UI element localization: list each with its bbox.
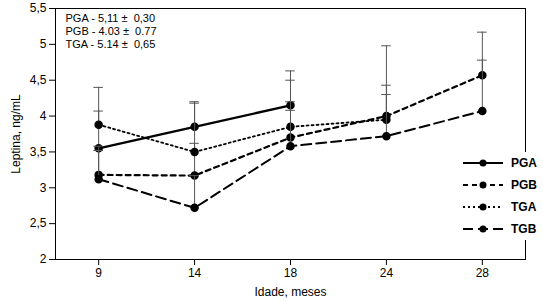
svg-text:Idade, meses: Idade, meses <box>254 285 326 299</box>
svg-text:5: 5 <box>40 37 47 51</box>
svg-text:PGA - 5,11 ± 0,30: PGA - 5,11 ± 0,30 <box>66 12 156 24</box>
html-text:TGA: TGA <box>511 200 537 214</box>
svg-text:4,5: 4,5 <box>30 73 47 87</box>
html-text:TGB: TGB <box>511 222 537 236</box>
svg-text:28: 28 <box>476 266 490 280</box>
svg-text:14: 14 <box>188 266 202 280</box>
svg-text:5,5: 5,5 <box>30 1 47 15</box>
svg-text:3: 3 <box>40 181 47 195</box>
svg-text:9: 9 <box>95 266 102 280</box>
svg-text:3,5: 3,5 <box>30 145 47 159</box>
html-text:PGB: PGB <box>511 178 537 192</box>
svg-text:2: 2 <box>40 252 47 266</box>
svg-text:PGB - 4.03 ± 0.77: PGB - 4.03 ± 0.77 <box>66 25 157 37</box>
svg-text:24: 24 <box>380 266 394 280</box>
svg-text:Leptina, ng/mL: Leptina, ng/mL <box>9 94 23 174</box>
svg-text:18: 18 <box>284 266 298 280</box>
svg-text:2,5: 2,5 <box>30 216 47 230</box>
html-text:PGA: PGA <box>511 156 537 170</box>
svg-text:4: 4 <box>40 109 47 123</box>
svg-text:TGA - 5.14 ± 0,65: TGA - 5.14 ± 0,65 <box>66 38 156 50</box>
